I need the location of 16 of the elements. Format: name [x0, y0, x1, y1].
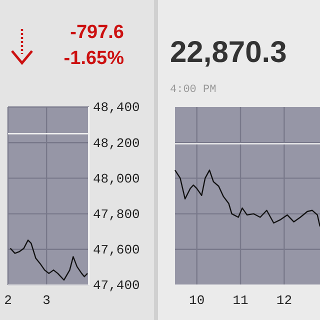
- text: -797.6: [70, 22, 124, 43]
- x-tick-label: 3: [42, 293, 50, 308]
- y-tick-label: 48,200: [93, 136, 140, 151]
- y-tick-label: 47,400: [93, 278, 140, 294]
- x-tick-label: 12: [276, 293, 292, 308]
- x-tick-label: 11: [232, 293, 249, 308]
- y-tick-label: 48,400: [93, 100, 140, 116]
- text: -1.65%: [64, 48, 124, 69]
- y-tick-label: 47,800: [93, 206, 140, 222]
- chart-subtitle: 4:00 PM: [170, 84, 216, 96]
- chart-title: 22,870.3: [170, 36, 287, 69]
- x-tick-label: 10: [189, 293, 205, 308]
- line-series: [10, 240, 88, 281]
- x-tick-label: 2: [4, 293, 12, 308]
- y-tick-label: 47,600: [93, 242, 140, 258]
- y-tick-label: 48,000: [93, 171, 140, 186]
